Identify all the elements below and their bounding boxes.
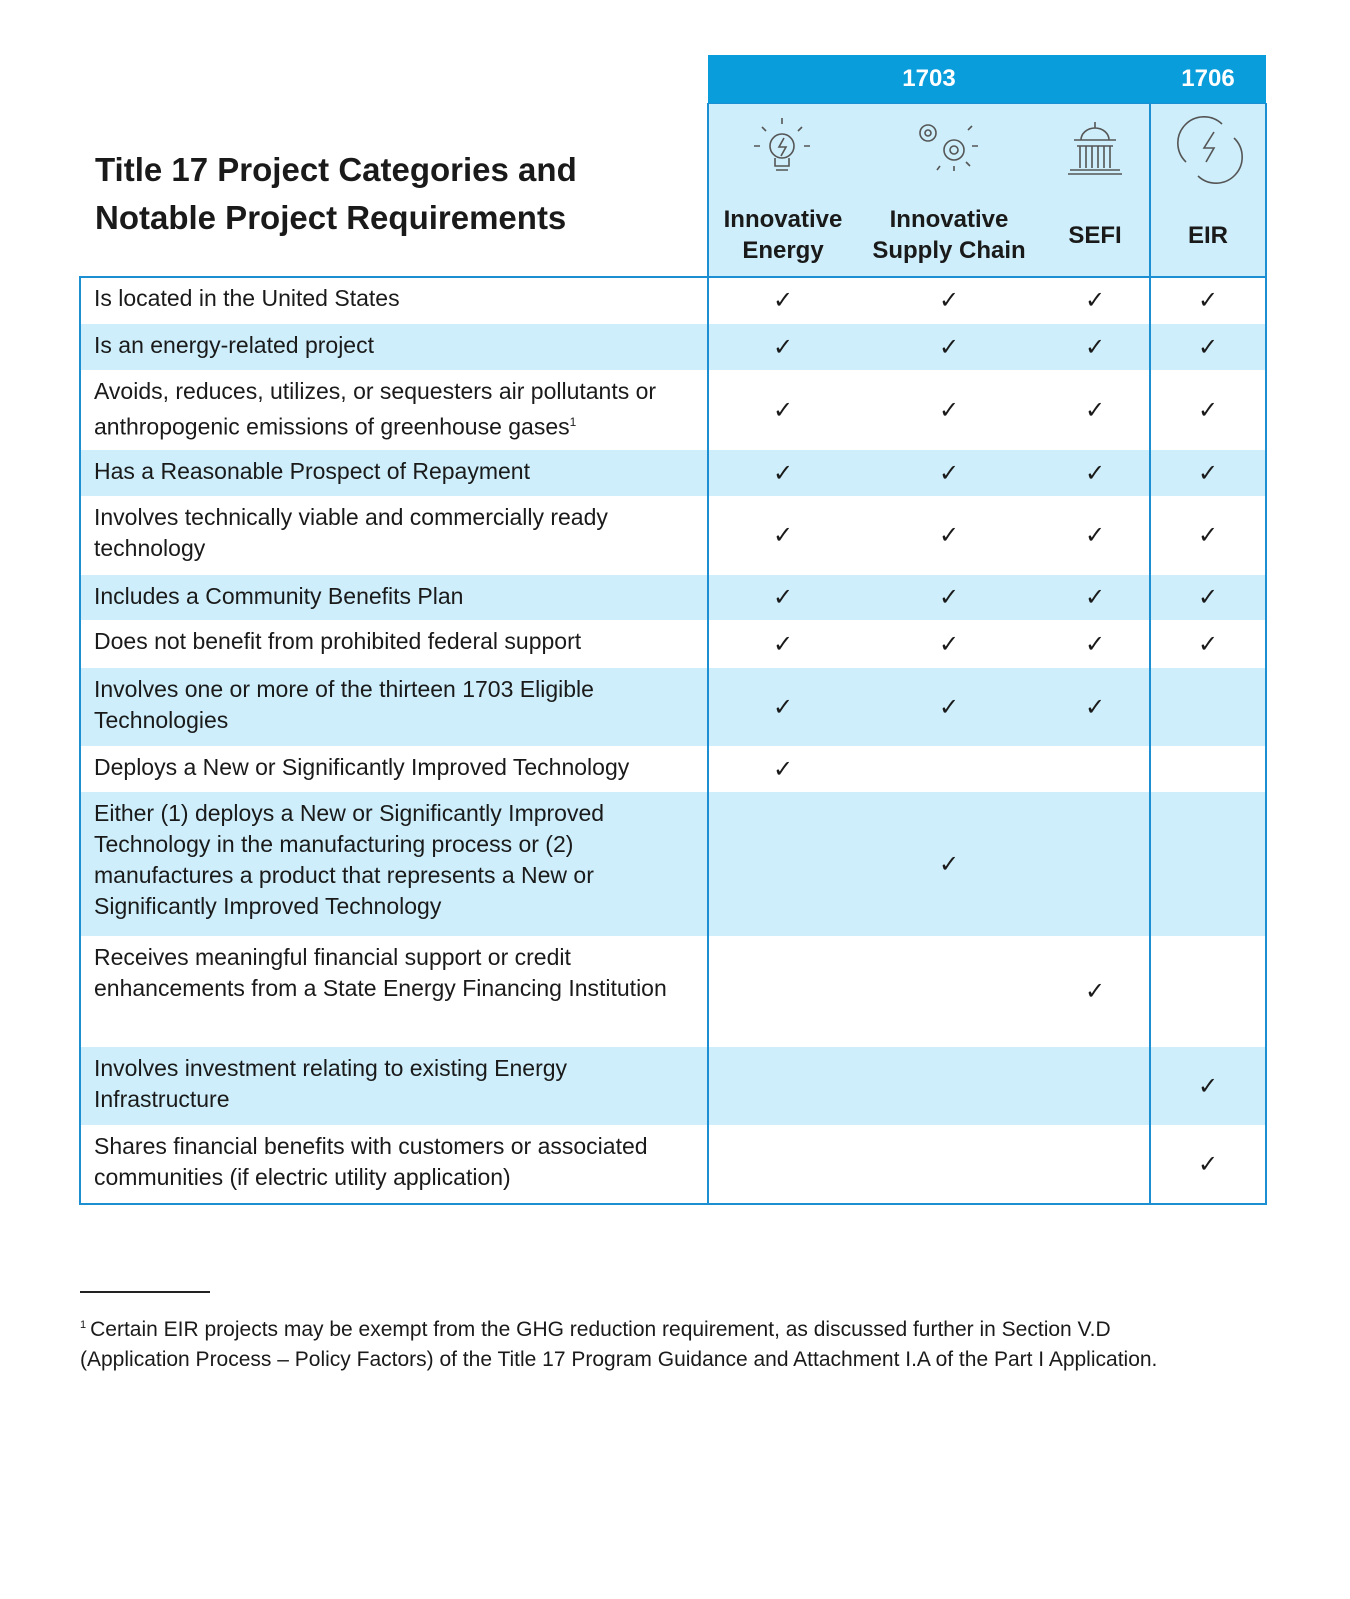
requirement-text: Involves technically viable and commerci… xyxy=(94,504,608,561)
check-cell: ✓ xyxy=(708,620,858,668)
check-cell: ✓ xyxy=(1150,450,1266,496)
check-cell xyxy=(708,936,858,1047)
check-cell: ✓ xyxy=(1150,575,1266,620)
table-border xyxy=(79,276,81,1205)
requirement-text: Deploys a New or Significantly Improved … xyxy=(94,754,630,780)
column-header: Innovative Supply Chain xyxy=(858,103,1040,277)
check-cell xyxy=(1040,792,1150,936)
check-cell: ✓ xyxy=(858,324,1040,370)
check-cell: ✓ xyxy=(858,792,1040,936)
check-cell xyxy=(858,1125,1040,1204)
group-header: 1703 xyxy=(708,55,1150,103)
table-border xyxy=(707,103,1267,104)
footnote-ref: 1 xyxy=(569,415,577,429)
check-cell xyxy=(858,1047,1040,1125)
requirement-text: Includes a Community Benefits Plan xyxy=(94,583,464,609)
check-cell: ✓ xyxy=(1040,370,1150,450)
check-cell: ✓ xyxy=(1150,324,1266,370)
requirement-text: Receives meaningful financial support or… xyxy=(94,944,667,1001)
check-cell xyxy=(1150,746,1266,792)
check-cell xyxy=(708,792,858,936)
check-cell: ✓ xyxy=(1040,450,1150,496)
check-cell xyxy=(1150,936,1266,1047)
requirement-text: Involves investment relating to existing… xyxy=(94,1055,568,1112)
check-cell: ✓ xyxy=(858,277,1040,324)
requirement-cell: Involves technically viable and commerci… xyxy=(80,496,708,575)
check-cell: ✓ xyxy=(1150,1125,1266,1204)
check-cell: ✓ xyxy=(1150,370,1266,450)
check-cell: ✓ xyxy=(1040,668,1150,746)
requirement-cell: Has a Reasonable Prospect of Repayment xyxy=(80,450,708,496)
check-cell: ✓ xyxy=(858,668,1040,746)
requirement-text: Has a Reasonable Prospect of Repayment xyxy=(94,458,530,484)
check-cell: ✓ xyxy=(858,496,1040,575)
check-cell: ✓ xyxy=(1040,620,1150,668)
check-cell: ✓ xyxy=(1150,277,1266,324)
requirement-cell: Is an energy-related project xyxy=(80,324,708,370)
column-header: EIR xyxy=(1150,103,1266,277)
requirement-cell: Avoids, reduces, utilizes, or sequesters… xyxy=(80,370,708,450)
requirement-text: Does not benefit from prohibited federal… xyxy=(94,628,582,654)
requirement-text: Either (1) deploys a New or Significantl… xyxy=(94,800,605,919)
check-cell: ✓ xyxy=(858,450,1040,496)
requirement-cell: Is located in the United States xyxy=(80,277,708,324)
table-border xyxy=(79,276,1267,278)
check-cell xyxy=(1040,1047,1150,1125)
requirement-cell: Receives meaningful financial support or… xyxy=(80,936,708,1047)
check-cell: ✓ xyxy=(1040,936,1150,1047)
column-header: Innovative Energy xyxy=(708,103,858,277)
requirement-text: Is located in the United States xyxy=(94,285,400,311)
footnote-marker: 1 xyxy=(80,1319,87,1331)
check-cell: ✓ xyxy=(858,370,1040,450)
check-cell: ✓ xyxy=(1040,575,1150,620)
check-cell: ✓ xyxy=(1150,496,1266,575)
table-border xyxy=(79,1203,1267,1205)
requirement-cell: Shares financial benefits with customers… xyxy=(80,1125,708,1204)
check-cell: ✓ xyxy=(858,620,1040,668)
footnote-text: Certain EIR projects may be exempt from … xyxy=(80,1318,1158,1371)
column-header: SEFI xyxy=(1040,103,1150,277)
table-border xyxy=(707,103,709,1205)
table-border xyxy=(1149,103,1151,1205)
check-cell: ✓ xyxy=(708,496,858,575)
check-cell: ✓ xyxy=(858,575,1040,620)
requirement-text: Avoids, reduces, utilizes, or sequesters… xyxy=(94,378,657,440)
check-cell xyxy=(1040,1125,1150,1204)
requirement-text: Involves one or more of the thirteen 170… xyxy=(94,676,594,733)
check-cell xyxy=(708,1047,858,1125)
requirement-text: Is an energy-related project xyxy=(94,332,374,358)
check-cell xyxy=(1040,746,1150,792)
check-cell: ✓ xyxy=(708,575,858,620)
check-cell xyxy=(858,746,1040,792)
check-cell: ✓ xyxy=(708,324,858,370)
requirement-cell: Includes a Community Benefits Plan xyxy=(80,575,708,620)
requirement-cell: Does not benefit from prohibited federal… xyxy=(80,620,708,668)
check-cell: ✓ xyxy=(708,370,858,450)
requirement-cell: Involves one or more of the thirteen 170… xyxy=(80,668,708,746)
check-cell: ✓ xyxy=(708,746,858,792)
table-title: Title 17 Project Categories and Notable … xyxy=(95,151,577,236)
requirement-text: Shares financial benefits with customers… xyxy=(94,1133,648,1190)
check-cell: ✓ xyxy=(1040,324,1150,370)
check-cell xyxy=(1150,792,1266,936)
check-cell: ✓ xyxy=(708,450,858,496)
check-cell: ✓ xyxy=(1150,620,1266,668)
check-cell: ✓ xyxy=(1040,277,1150,324)
check-cell: ✓ xyxy=(1150,1047,1266,1125)
requirement-cell: Either (1) deploys a New or Significantl… xyxy=(80,792,708,936)
group-header: 1706 xyxy=(1150,55,1266,103)
check-cell xyxy=(1150,668,1266,746)
table-border xyxy=(1265,103,1267,1205)
requirement-cell: Deploys a New or Significantly Improved … xyxy=(80,746,708,792)
check-cell: ✓ xyxy=(1040,496,1150,575)
check-cell xyxy=(858,936,1040,1047)
check-cell: ✓ xyxy=(708,668,858,746)
footnote: 1 Certain EIR projects may be exempt from… xyxy=(80,1310,1170,1375)
check-cell: ✓ xyxy=(708,277,858,324)
requirement-cell: Involves investment relating to existing… xyxy=(80,1047,708,1125)
footnote-rule xyxy=(80,1291,210,1293)
check-cell xyxy=(708,1125,858,1204)
